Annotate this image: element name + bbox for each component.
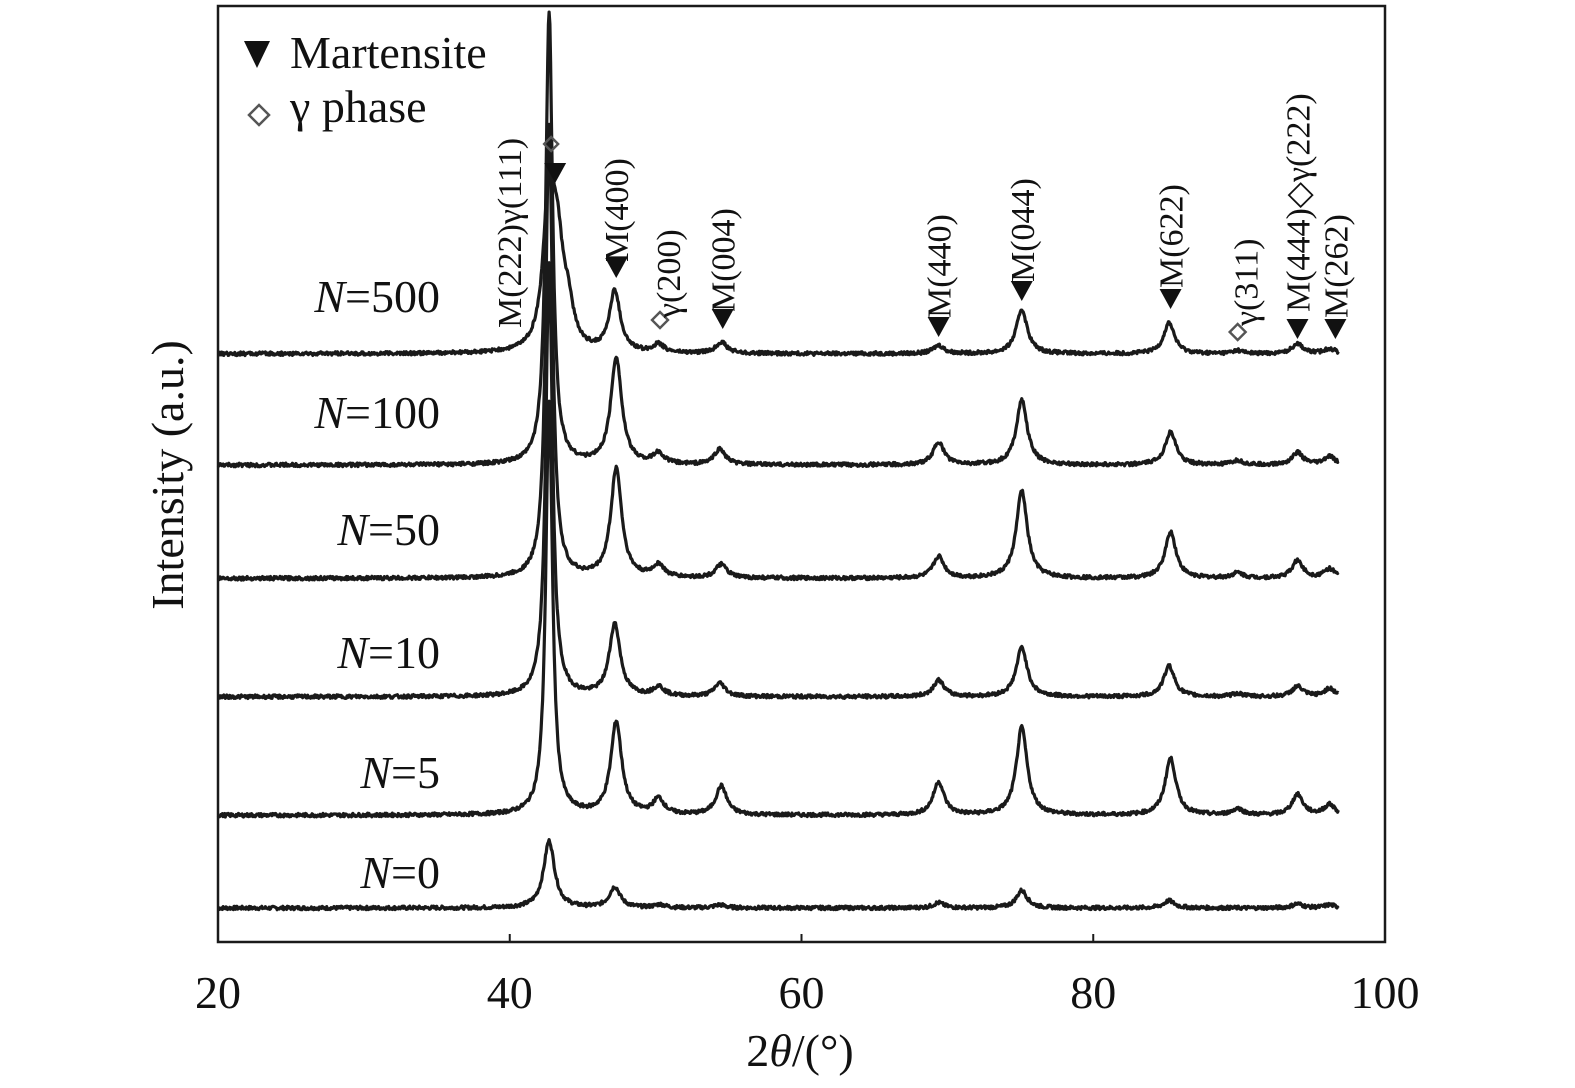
peak-label: M(222)γ(111) <box>492 138 529 328</box>
legend-gamma-label: γ phase <box>289 81 427 132</box>
martensite-marker <box>1324 319 1347 339</box>
legend-martensite-label: Martensite <box>290 27 487 78</box>
martensite-marker <box>544 163 567 183</box>
series-line <box>216 10 1340 469</box>
series-line <box>217 261 1340 701</box>
legend: Martensite γ phase <box>244 27 487 132</box>
peak-label: M(044) <box>1005 178 1042 282</box>
peak-label: M(622) <box>1154 184 1191 288</box>
martensite-marker <box>711 309 734 329</box>
plot-frame <box>216 4 1387 944</box>
gamma-marker <box>1227 322 1248 342</box>
peak-label: M(440) <box>922 214 959 318</box>
gamma-marker <box>650 310 670 330</box>
y-axis-label: Intensity (a.u.) <box>142 340 193 610</box>
x-axis-label-unit: /(°) <box>792 1025 854 1076</box>
x-tick-label: 40 <box>487 967 533 1018</box>
x-axis-label-number: 2 <box>746 1025 769 1076</box>
x-axis-label: 2θ/(°) <box>746 1025 853 1076</box>
series-labels: N=0 N=5 N=10 N=50 N=100 N=500 <box>313 271 440 898</box>
peak-label: M(004) <box>706 208 743 312</box>
peak-label: M(400) <box>599 158 636 262</box>
martensite-marker <box>1286 319 1309 339</box>
series-label: N=100 <box>313 387 440 438</box>
martensite-marker <box>605 258 628 278</box>
series-label: N=5 <box>359 747 440 798</box>
x-tick-label: 20 <box>195 967 241 1018</box>
series-label: N=50 <box>336 504 440 555</box>
series-label: N=10 <box>336 627 440 678</box>
peak-label: γ(311) <box>1229 239 1266 327</box>
series-line <box>216 399 1340 819</box>
x-tick-label: 60 <box>779 967 825 1018</box>
series-line <box>217 838 1340 912</box>
gamma-marker <box>542 135 560 153</box>
martensite-marker <box>1159 289 1182 309</box>
series-label: N=500 <box>313 271 440 322</box>
x-tick-label: 100 <box>1351 967 1420 1018</box>
martensite-marker <box>927 317 950 337</box>
series-line <box>217 155 1340 358</box>
x-tick-label: 80 <box>1070 967 1116 1018</box>
peak-label: M(444)◇γ(222) <box>1280 93 1317 312</box>
series-line <box>216 122 1340 582</box>
x-axis-label-theta: θ <box>769 1025 792 1076</box>
legend-gamma-marker <box>247 103 271 127</box>
x-axis: 20 40 60 80 100 <box>195 934 1420 1018</box>
martensite-marker <box>1010 281 1033 301</box>
peak-annotations: M(222)γ(111) M(400) γ(200) M(004) M(440) M(04… <box>492 93 1355 342</box>
legend-martensite-marker <box>244 41 270 68</box>
series-label: N=0 <box>359 847 440 898</box>
diffraction-traces <box>216 10 1340 912</box>
peak-label: γ(200) <box>651 229 688 319</box>
peak-label: M(262) <box>1318 214 1355 318</box>
